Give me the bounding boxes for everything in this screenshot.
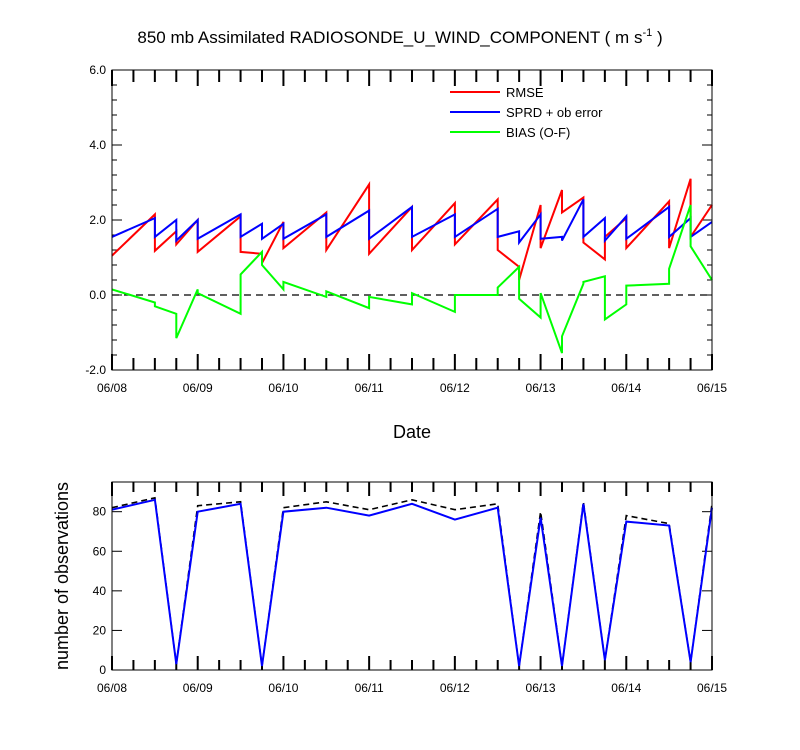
series-line-bias-o-f — [111, 204, 713, 354]
x-tick-label: 06/12 — [440, 681, 470, 695]
y-tick-label: 40 — [93, 584, 107, 598]
y-tick-label: 6.0 — [89, 63, 106, 77]
series-line-observations-used — [111, 498, 713, 667]
x-tick-label: 06/10 — [268, 381, 298, 395]
legend-label: SPRD + ob error — [506, 105, 603, 120]
x-tick-label: 06/13 — [526, 681, 556, 695]
x-tick-label: 06/12 — [440, 381, 470, 395]
chart-title: 850 mb Assimilated RADIOSONDE_U_WIND_COM… — [137, 27, 662, 47]
x-tick-label: 06/08 — [97, 681, 127, 695]
x-tick-label: 06/09 — [183, 681, 213, 695]
bottom-plot-frame — [111, 481, 713, 671]
x-tick-label: 06/15 — [697, 381, 727, 395]
y-tick-label: 20 — [93, 623, 107, 637]
x-tick-label: 06/10 — [268, 681, 298, 695]
y-tick-label: 0.0 — [89, 288, 106, 302]
y-tick-label: 80 — [93, 505, 107, 519]
x-tick-label: 06/11 — [355, 681, 384, 695]
bottom-series-group — [111, 496, 713, 667]
x-tick-label: 06/09 — [183, 381, 213, 395]
y-tick-label: 2.0 — [89, 213, 106, 227]
series-line-sprd-ob-error — [111, 198, 713, 246]
top-plot: -2.0 0.0 2.0 4.0 6.0 06/08 06/09 06/10 06/11 06/1… — [85, 63, 727, 395]
top-plot-frame — [111, 69, 713, 371]
y-axis-title-observations: number of observations — [52, 482, 72, 670]
legend: RMSE SPRD + ob error BIAS (O-F) — [450, 85, 603, 140]
x-tick-label: 06/08 — [97, 381, 127, 395]
legend-label: BIAS (O-F) — [506, 125, 570, 140]
x-tick-label: 06/15 — [697, 681, 727, 695]
y-tick-label: 4.0 — [89, 138, 106, 152]
top-axes: -2.0 0.0 2.0 4.0 6.0 06/08 06/09 06/10 06/11 06/1… — [85, 63, 727, 395]
y-tick-label: -2.0 — [85, 363, 106, 377]
legend-label: RMSE — [506, 85, 544, 100]
y-tick-label: 0 — [99, 663, 106, 677]
x-axis-title: Date — [393, 422, 431, 442]
x-tick-label: 06/13 — [526, 381, 556, 395]
x-tick-label: 06/14 — [611, 381, 641, 395]
top-series-group — [111, 178, 713, 354]
bottom-plot: 0 20 40 60 80 06/08 06/09 06/10 06/11 06/12 06/13 0… — [93, 481, 727, 695]
x-tick-label: 06/11 — [355, 381, 384, 395]
series-line-observations-possible — [111, 496, 713, 667]
x-tick-label: 06/14 — [611, 681, 641, 695]
bottom-axes: 0 20 40 60 80 06/08 06/09 06/10 06/11 06/12 06/13 0… — [93, 482, 727, 695]
y-tick-label: 60 — [93, 544, 107, 558]
